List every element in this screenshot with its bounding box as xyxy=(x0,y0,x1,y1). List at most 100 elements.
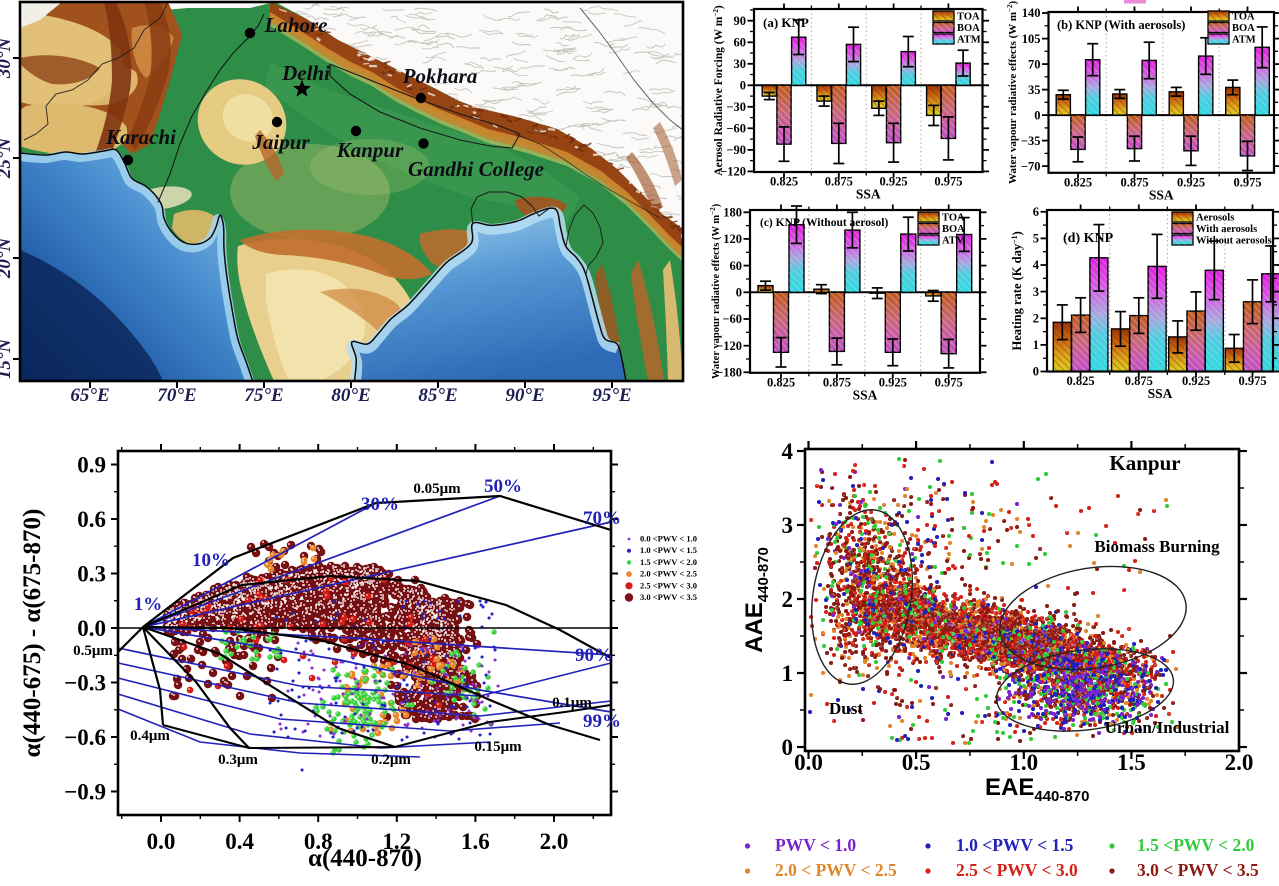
svg-text:TOA: TOA xyxy=(957,12,980,23)
svg-text:α(440-870): α(440-870) xyxy=(308,845,422,872)
svg-text:1.0: 1.0 xyxy=(1009,750,1038,775)
svg-text:0: 0 xyxy=(740,79,746,93)
svg-text:10%: 10% xyxy=(192,550,230,571)
svg-text:0.825: 0.825 xyxy=(1064,175,1092,189)
svg-text:−0.9: −0.9 xyxy=(64,780,106,805)
svg-text:65°E: 65°E xyxy=(70,385,109,406)
svg-text:0.825: 0.825 xyxy=(767,375,795,389)
svg-text:0.0: 0.0 xyxy=(794,750,823,775)
svg-text:Dust: Dust xyxy=(829,699,863,718)
svg-text:2.0: 2.0 xyxy=(1225,750,1254,775)
svg-text:0.2μm: 0.2μm xyxy=(371,752,411,768)
svg-text:With aerosols: With aerosols xyxy=(1196,224,1257,235)
svg-text:85°E: 85°E xyxy=(418,385,457,406)
svg-text:(d) KNP: (d) KNP xyxy=(1063,231,1114,246)
svg-text:−30: −30 xyxy=(726,100,746,114)
svg-text:0.4μm: 0.4μm xyxy=(130,728,170,744)
svg-text:3.0 <PWV < 3.5: 3.0 <PWV < 3.5 xyxy=(640,592,697,602)
svg-text:Delhi: Delhi xyxy=(281,61,330,85)
svg-text:1%: 1% xyxy=(134,594,163,615)
svg-text:0.925: 0.925 xyxy=(879,375,907,389)
svg-text:−35: −35 xyxy=(1021,134,1041,148)
svg-text:ATM: ATM xyxy=(1232,35,1256,46)
svg-text:Heating rate (K day−1): Heating rate (K day−1) xyxy=(1010,231,1024,350)
svg-text:0.925: 0.925 xyxy=(1182,374,1210,388)
svg-text:20°N: 20°N xyxy=(0,237,15,280)
svg-text:0.5μm: 0.5μm xyxy=(73,643,113,659)
svg-text:3.0 < PWV < 3.5: 3.0 < PWV < 3.5 xyxy=(1137,860,1259,880)
svg-text:Jaipur: Jaipur xyxy=(251,130,310,154)
svg-text:−0.3: −0.3 xyxy=(64,671,106,696)
svg-text:95°E: 95°E xyxy=(592,385,631,406)
svg-text:0: 0 xyxy=(1034,108,1040,122)
svg-text:0.9: 0.9 xyxy=(77,453,106,478)
svg-text:0.875: 0.875 xyxy=(825,175,853,189)
svg-text:0.05μm: 0.05μm xyxy=(413,481,461,497)
svg-text:AAE440-870: AAE440-870 xyxy=(741,547,772,653)
svg-text:0.0: 0.0 xyxy=(77,616,106,641)
svg-text:Kanpur: Kanpur xyxy=(1109,451,1180,475)
svg-text:Urban/Industrial: Urban/Industrial xyxy=(1105,718,1230,737)
svg-text:0.4: 0.4 xyxy=(225,829,254,854)
svg-text:0.875: 0.875 xyxy=(1120,175,1148,189)
svg-text:25°N: 25°N xyxy=(0,137,15,180)
svg-text:Aerosols: Aerosols xyxy=(1196,213,1234,224)
svg-text:70: 70 xyxy=(1028,57,1041,71)
svg-text:Water vapour radiative effects: Water vapour radiative effects (W m−2) xyxy=(709,203,722,379)
svg-text:−60: −60 xyxy=(726,122,746,136)
svg-text:Karachi: Karachi xyxy=(105,125,176,149)
svg-text:180: 180 xyxy=(723,206,742,220)
svg-text:140: 140 xyxy=(1022,6,1041,20)
svg-text:Lahore: Lahore xyxy=(264,13,328,37)
svg-text:0.0 <PWV < 1.0: 0.0 <PWV < 1.0 xyxy=(640,534,697,544)
svg-text:0.825: 0.825 xyxy=(1067,374,1095,388)
svg-text:−60: −60 xyxy=(722,312,742,326)
svg-text:0.1μm: 0.1μm xyxy=(552,695,592,711)
svg-text:(b) KNP (With aerosols): (b) KNP (With aerosols) xyxy=(1057,18,1185,32)
svg-text:1.5: 1.5 xyxy=(1117,750,1146,775)
svg-text:3: 3 xyxy=(1033,285,1039,299)
svg-text:6: 6 xyxy=(1033,205,1039,219)
svg-text:3: 3 xyxy=(782,513,794,538)
svg-text:−180: −180 xyxy=(716,366,742,380)
svg-text:0.925: 0.925 xyxy=(1177,175,1205,189)
svg-text:Without aerosols: Without aerosols xyxy=(1196,236,1272,247)
svg-text:5: 5 xyxy=(1033,232,1039,246)
svg-text:30%: 30% xyxy=(361,494,399,515)
svg-text:ATM: ATM xyxy=(957,35,981,46)
svg-text:105: 105 xyxy=(1022,32,1041,46)
svg-text:1.2: 1.2 xyxy=(382,829,411,854)
svg-text:0.3μm: 0.3μm xyxy=(218,752,258,768)
svg-text:Aerosol Radiative Forcing (W m: Aerosol Radiative Forcing (W m−2) xyxy=(712,5,725,176)
svg-text:0.8: 0.8 xyxy=(304,829,333,854)
svg-text:2: 2 xyxy=(1033,312,1039,326)
svg-text:35: 35 xyxy=(1028,83,1041,97)
svg-text:−0.6: −0.6 xyxy=(64,725,106,750)
svg-text:80°E: 80°E xyxy=(331,385,370,406)
svg-text:4: 4 xyxy=(782,439,794,464)
svg-text:0: 0 xyxy=(736,286,742,300)
svg-text:0.975: 0.975 xyxy=(1233,175,1261,189)
svg-text:0.975: 0.975 xyxy=(1238,374,1266,388)
svg-text:99%: 99% xyxy=(583,711,621,732)
svg-text:0.875: 0.875 xyxy=(823,375,851,389)
svg-text:1.0 <PWV < 1.5: 1.0 <PWV < 1.5 xyxy=(956,835,1074,855)
svg-text:90°E: 90°E xyxy=(505,385,544,406)
svg-text:1: 1 xyxy=(782,661,794,686)
svg-text:1.0 <PWV < 1.5: 1.0 <PWV < 1.5 xyxy=(640,545,697,555)
svg-text:0.825: 0.825 xyxy=(770,175,798,189)
svg-text:60: 60 xyxy=(730,259,743,273)
svg-text:0.15μm: 0.15μm xyxy=(474,739,522,755)
svg-text:SSA: SSA xyxy=(1148,386,1173,401)
svg-text:1.6: 1.6 xyxy=(461,829,490,854)
svg-text:0.6: 0.6 xyxy=(77,507,106,532)
svg-text:(c) KNP (Without aerosol): (c) KNP (Without aerosol) xyxy=(760,217,888,229)
svg-text:70°E: 70°E xyxy=(157,385,196,406)
svg-text:0.3: 0.3 xyxy=(77,562,106,587)
svg-text:50%: 50% xyxy=(484,476,522,497)
svg-text:(a) KNP: (a) KNP xyxy=(763,15,809,30)
svg-text:SSA: SSA xyxy=(856,187,881,202)
svg-text:0: 0 xyxy=(782,735,794,760)
svg-text:2.0 <PWV < 2.5: 2.0 <PWV < 2.5 xyxy=(640,569,697,579)
svg-text:BOA: BOA xyxy=(1232,23,1255,34)
